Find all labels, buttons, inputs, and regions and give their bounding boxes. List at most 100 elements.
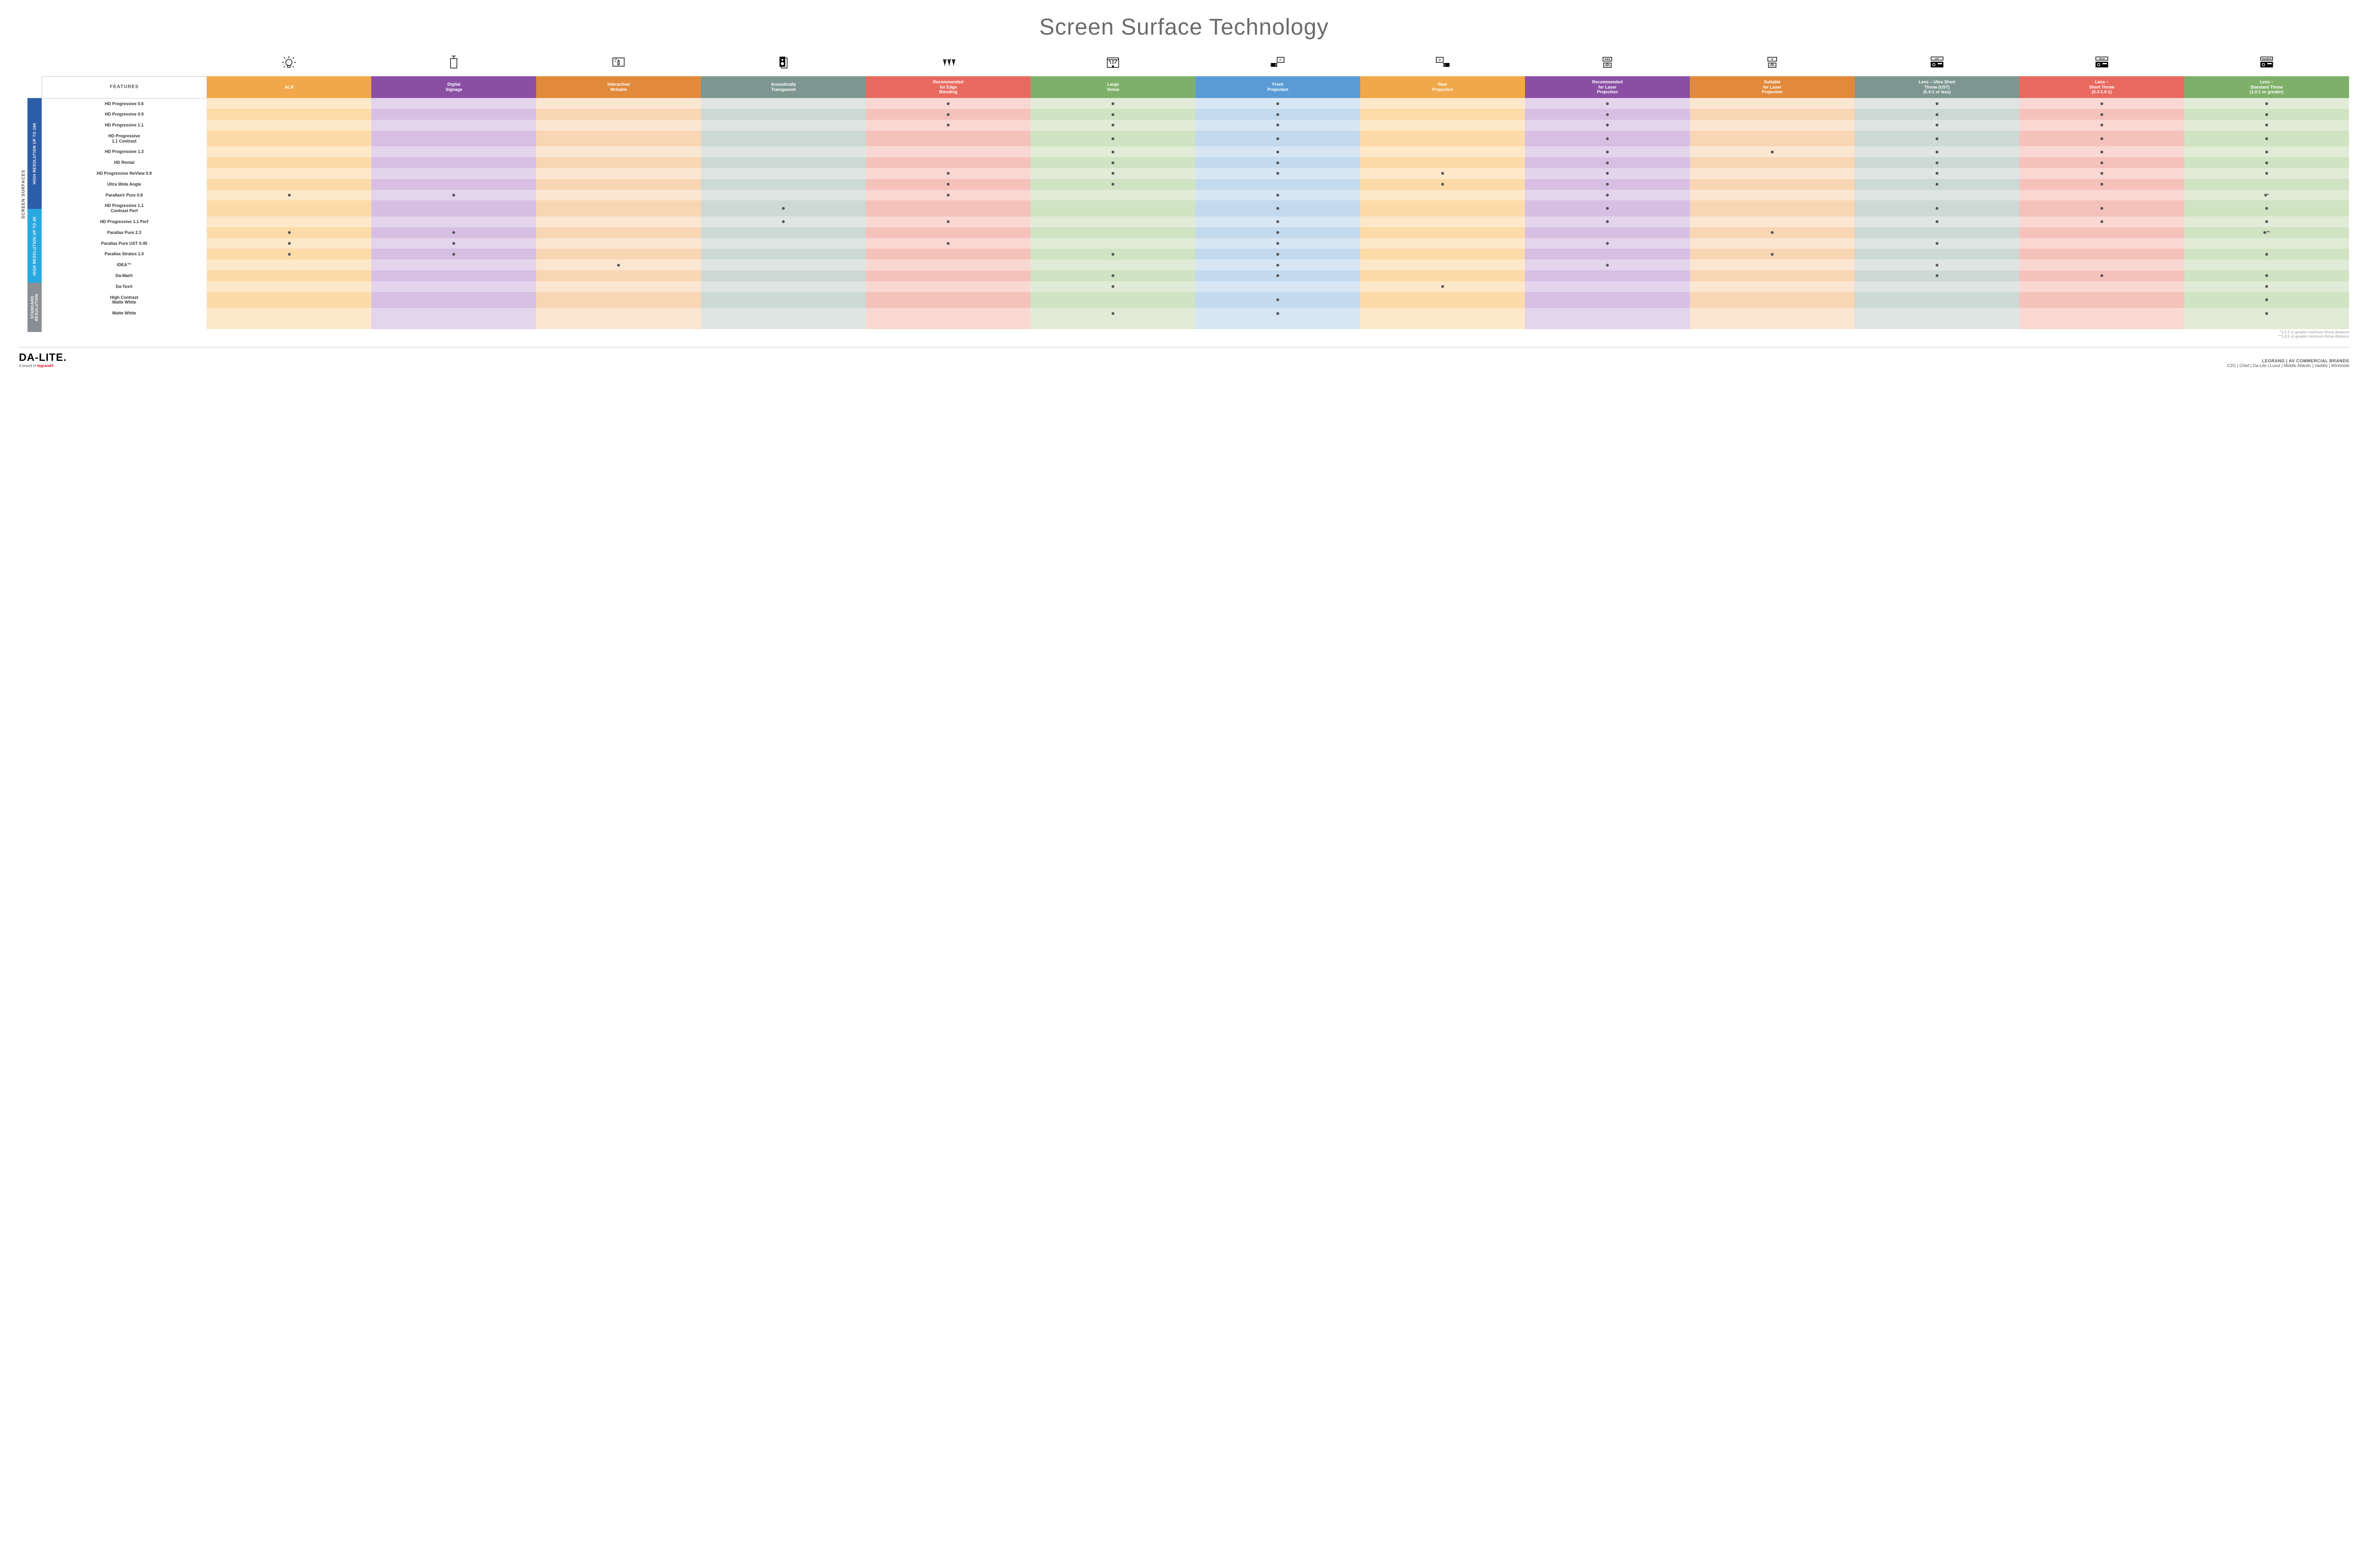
row-label: HD Progressive 1.1 xyxy=(42,120,207,131)
cell-short xyxy=(2019,98,2184,109)
cell-interactive xyxy=(536,109,701,120)
cell-alr xyxy=(206,308,371,319)
table-row: Parallax Stratos 1.0 xyxy=(42,249,2350,260)
column-icon-ust: UST xyxy=(1855,50,2019,76)
cell-interactive xyxy=(536,98,701,109)
cell-ust xyxy=(1855,200,2019,216)
cell-alr xyxy=(206,168,371,179)
cell-ust xyxy=(1855,98,2019,109)
page-title: Screen Surface Technology xyxy=(19,14,2349,40)
cell-std xyxy=(2184,281,2349,292)
cell-suitlaser xyxy=(1690,157,1855,168)
cell-ust xyxy=(1855,146,2019,157)
cell-suitlaser xyxy=(1690,109,1855,120)
column-icon-features xyxy=(42,50,207,76)
cell-reclaser xyxy=(1525,227,1690,238)
svg-text:UST: UST xyxy=(1935,58,1939,60)
cell-alr xyxy=(206,260,371,270)
cell-front xyxy=(1195,292,1360,308)
cell-signage xyxy=(371,281,536,292)
cell-alr xyxy=(206,281,371,292)
cell-short xyxy=(2019,292,2184,308)
cell-signage xyxy=(371,120,536,131)
cell-front xyxy=(1195,260,1360,270)
cell-std: ** xyxy=(2184,227,2349,238)
column-header-signage: DigitalSignage xyxy=(371,76,536,98)
table-row: Parallax Pure 2.3** xyxy=(42,227,2350,238)
row-label: HD Progressive 0.9 xyxy=(42,109,207,120)
cell-acoustic xyxy=(701,238,866,249)
cell-signage xyxy=(371,238,536,249)
cell-std xyxy=(2184,157,2349,168)
cell-venue xyxy=(1031,168,1195,179)
cell-rear xyxy=(1360,216,1525,227)
vertical-axis-text: SCREEN SURFACES xyxy=(21,170,26,219)
svg-text:Standard: Standard xyxy=(2262,58,2271,60)
cell-rear xyxy=(1360,270,1525,281)
cell-std xyxy=(2184,260,2349,270)
cell-rear xyxy=(1360,227,1525,238)
cell-edge xyxy=(866,98,1031,109)
cell-suitlaser xyxy=(1690,179,1855,190)
cell-ust xyxy=(1855,157,2019,168)
cell-interactive xyxy=(536,131,701,147)
cell-edge xyxy=(866,179,1031,190)
row-label: HD Progressive 1.3 xyxy=(42,146,207,157)
cell-alr xyxy=(206,249,371,260)
cell-rear xyxy=(1360,98,1525,109)
brand-logo-text: DA-LITE. xyxy=(19,351,67,364)
column-header-alr: ALR xyxy=(206,76,371,98)
svg-text:Short: Short xyxy=(2099,58,2105,60)
cell-edge xyxy=(866,120,1031,131)
cell-edge xyxy=(866,190,1031,201)
cell-edge xyxy=(866,216,1031,227)
table-row: Matte White xyxy=(42,308,2350,319)
row-label: High ContrastMatte White xyxy=(42,292,207,308)
cell-rear xyxy=(1360,157,1525,168)
cell-alr xyxy=(206,270,371,281)
cell-front xyxy=(1195,168,1360,179)
cell-std: * xyxy=(2184,190,2349,201)
cell-alr xyxy=(206,131,371,147)
cell-venue xyxy=(1031,200,1195,216)
cell-reclaser xyxy=(1525,109,1690,120)
cell-std xyxy=(2184,238,2349,249)
cell-suitlaser xyxy=(1690,120,1855,131)
cell-venue xyxy=(1031,238,1195,249)
cell-interactive xyxy=(536,270,701,281)
cell-short xyxy=(2019,157,2184,168)
cell-interactive xyxy=(536,190,701,201)
cell-ust xyxy=(1855,270,2019,281)
table-row: HD Progressive 0.6 xyxy=(42,98,2350,109)
column-icon-signage xyxy=(371,50,536,76)
cell-reclaser xyxy=(1525,190,1690,201)
cell-alr xyxy=(206,227,371,238)
cell-interactive xyxy=(536,292,701,308)
cell-suitlaser xyxy=(1690,238,1855,249)
cell-edge xyxy=(866,168,1031,179)
row-label: HD Progressive 0.6 xyxy=(42,98,207,109)
cell-signage xyxy=(371,190,536,201)
footnotes: *1.5:1 or greater minimum throw distance… xyxy=(42,330,2349,339)
column-icon-interactive xyxy=(536,50,701,76)
cell-front xyxy=(1195,200,1360,216)
column-header-ust: Lens – Ultra ShortThrow (UST)(0.4:1 or l… xyxy=(1855,76,2019,98)
cell-reclaser xyxy=(1525,281,1690,292)
cell-rear xyxy=(1360,109,1525,120)
cell-rear xyxy=(1360,190,1525,201)
cell-rear xyxy=(1360,249,1525,260)
column-icon-reclaser: ★★★✳ xyxy=(1525,50,1690,76)
cell-edge xyxy=(866,109,1031,120)
cell-acoustic xyxy=(701,168,866,179)
row-group-label: STANDARDRESOLUTION xyxy=(27,283,42,332)
cell-ust xyxy=(1855,238,2019,249)
cell-venue xyxy=(1031,98,1195,109)
cell-edge xyxy=(866,200,1031,216)
cell-edge xyxy=(866,292,1031,308)
cell-std xyxy=(2184,109,2349,120)
cell-std xyxy=(2184,168,2349,179)
cell-signage xyxy=(371,249,536,260)
cell-edge xyxy=(866,146,1031,157)
row-groups-column: HIGH RESOLUTION UP TO 16KHIGH RESOLUTION… xyxy=(27,50,42,339)
column-icon-suitlaser: ★✳ xyxy=(1690,50,1855,76)
